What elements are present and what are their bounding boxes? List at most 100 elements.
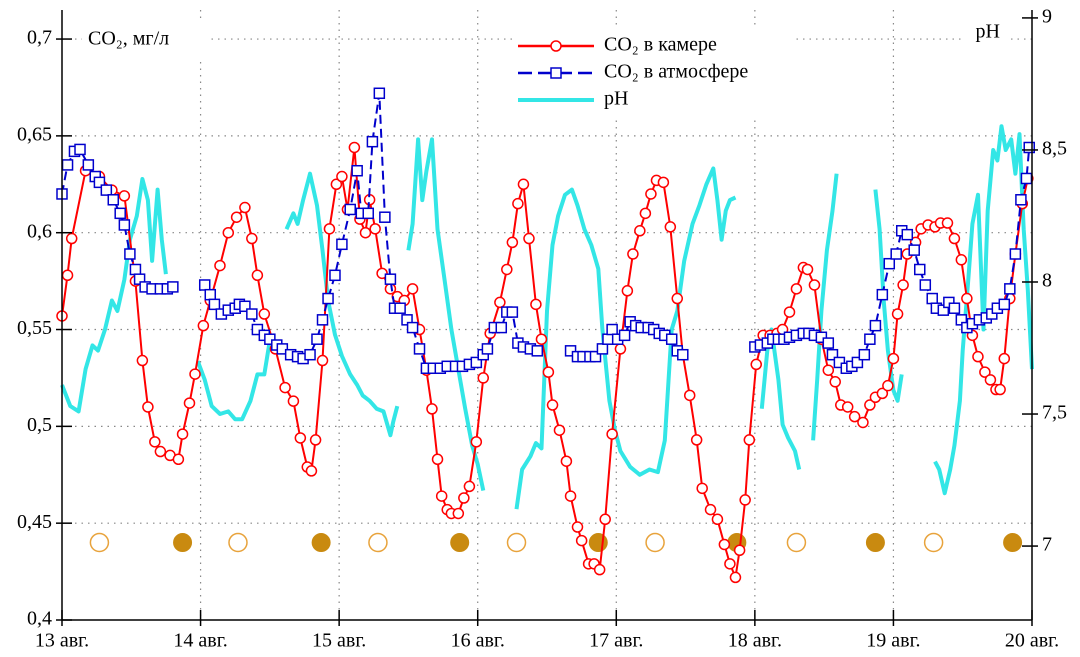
- point: [204, 288, 217, 301]
- point: [512, 197, 524, 210]
- point: [994, 383, 1006, 396]
- point: [305, 465, 318, 477]
- legend-marker: [550, 40, 562, 52]
- point: [336, 238, 348, 251]
- point: [118, 190, 131, 202]
- x-tick-label: 19 авг.: [866, 630, 920, 652]
- point: [546, 399, 559, 411]
- y-tick-label: 0,7: [27, 27, 52, 49]
- legend-label: CO₂ в камере: [604, 34, 717, 56]
- point: [330, 178, 343, 191]
- point: [948, 302, 961, 314]
- point: [948, 232, 961, 245]
- point: [564, 345, 577, 357]
- point: [118, 219, 131, 231]
- point: [564, 490, 577, 502]
- legend: CO₂ в камере CO₂ в атмосфере pH: [518, 34, 748, 110]
- point: [251, 269, 264, 282]
- point: [815, 331, 828, 344]
- day-marker: [865, 533, 885, 553]
- point: [329, 269, 341, 282]
- point: [435, 490, 448, 502]
- point: [645, 188, 657, 200]
- x-tick-label: 15 авг.: [312, 630, 366, 652]
- point: [251, 323, 264, 336]
- point: [593, 563, 606, 576]
- point: [614, 343, 627, 355]
- point: [362, 207, 374, 220]
- point: [683, 389, 696, 402]
- point: [463, 480, 476, 493]
- point: [704, 503, 717, 516]
- point: [690, 434, 703, 446]
- point: [124, 248, 136, 260]
- y2-tick-label: 7,5: [1042, 402, 1067, 424]
- point: [901, 228, 914, 241]
- y2-tick-label: 8: [1042, 270, 1052, 292]
- y2-tick-label: 7: [1042, 534, 1052, 556]
- point: [65, 232, 78, 245]
- point: [470, 436, 483, 448]
- x-tick-label: 18 авг.: [728, 630, 782, 652]
- x-tick-label: 14 авг.: [173, 630, 227, 652]
- point: [100, 184, 113, 196]
- point: [264, 333, 276, 345]
- point: [359, 226, 372, 239]
- axes: 13 авг. 14 авг. 15 авг. 16 авг. 17 авг. 18 ав…: [17, 6, 1067, 652]
- point: [739, 494, 751, 506]
- point: [750, 358, 762, 371]
- point: [606, 428, 618, 440]
- point: [542, 366, 555, 378]
- day-marker: [450, 533, 470, 553]
- point: [276, 343, 289, 355]
- point: [149, 436, 161, 448]
- point: [857, 416, 869, 429]
- y-tick-label: 0,65: [17, 123, 52, 145]
- x-tick-label: 20 авг.: [1005, 630, 1059, 652]
- point: [294, 432, 307, 444]
- point: [189, 368, 201, 380]
- grid: [62, 10, 1032, 620]
- point: [394, 302, 406, 314]
- point: [783, 306, 796, 318]
- point: [833, 356, 846, 369]
- point: [602, 333, 614, 345]
- point: [841, 401, 854, 413]
- point: [919, 279, 932, 291]
- point: [376, 267, 388, 280]
- point: [74, 143, 86, 156]
- y2-tick-label: 9: [1042, 6, 1052, 28]
- point: [93, 176, 106, 189]
- point: [107, 194, 120, 206]
- point: [627, 248, 639, 260]
- point: [822, 364, 835, 376]
- point: [621, 285, 634, 297]
- y2-tick-label: 8,5: [1042, 138, 1067, 160]
- point: [323, 223, 336, 235]
- day-marker: [923, 532, 944, 553]
- x-tick-label: 13 авг.: [35, 630, 89, 652]
- point: [657, 176, 670, 189]
- point: [348, 141, 361, 154]
- y-tick-label: 0,5: [27, 414, 52, 436]
- day-marker: [173, 533, 193, 553]
- day-marker: [311, 533, 331, 553]
- point: [848, 410, 861, 423]
- point: [743, 434, 756, 446]
- point: [883, 257, 896, 270]
- point: [914, 263, 926, 276]
- point: [208, 298, 221, 311]
- point: [239, 300, 251, 313]
- point: [596, 343, 609, 355]
- point: [998, 298, 1011, 311]
- point: [851, 356, 864, 369]
- point: [887, 352, 900, 365]
- point: [639, 207, 652, 220]
- point: [897, 279, 909, 291]
- point: [316, 314, 329, 326]
- point: [82, 159, 95, 171]
- point: [998, 352, 1011, 365]
- point: [431, 453, 444, 466]
- point: [506, 306, 519, 318]
- point: [287, 395, 300, 407]
